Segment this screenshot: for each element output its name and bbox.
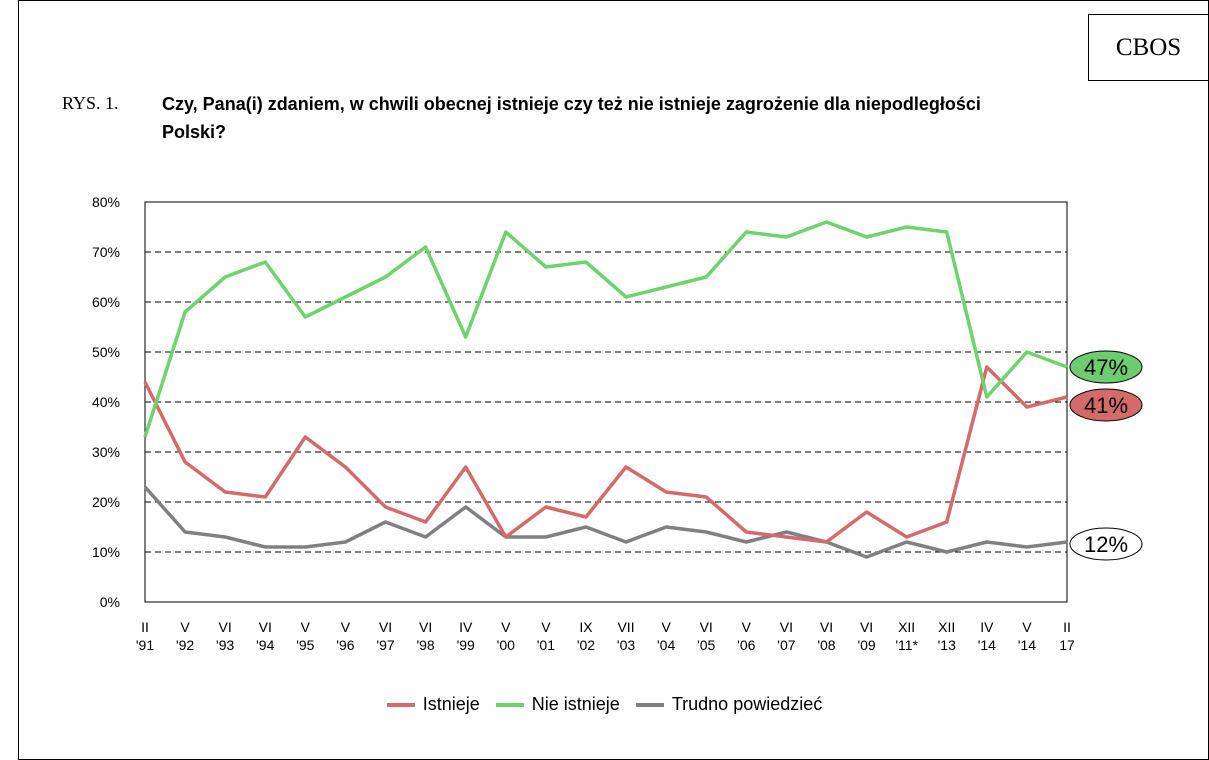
series-line: [143, 220, 1068, 438]
legend-label-trudno-powiedziec: Trudno powiedzieć: [671, 694, 823, 714]
x-tick-label: IV: [459, 619, 473, 635]
end-label-text: 47%: [1084, 355, 1128, 380]
y-tick-label: 60%: [92, 294, 120, 310]
y-tick-label: 30%: [92, 444, 120, 460]
x-tick-label: '13: [938, 637, 956, 653]
x-tick-label: VI: [820, 619, 833, 635]
x-tick-label: IV: [980, 619, 994, 635]
x-tick-label: V: [1022, 619, 1032, 635]
x-tick-label: '07: [777, 637, 795, 653]
x-tick-label: V: [742, 619, 752, 635]
x-tick-label: V: [501, 619, 511, 635]
x-tick-label: '92: [176, 637, 194, 653]
chart-title: Czy, Pana(i) zdaniem, w chwili obecnej i…: [162, 94, 981, 142]
x-tick-label: VI: [259, 619, 272, 635]
x-tick-label: VI: [860, 619, 873, 635]
x-tick-label: VII: [617, 619, 634, 635]
end-label-text: 41%: [1084, 393, 1128, 418]
x-tick-label: VI: [419, 619, 432, 635]
x-axis-ticks: II '91 V '92 VI '93 VI '94 V '95 V '96 VI '97 VI '98 IV '…: [136, 619, 1075, 653]
x-tick-label: '99: [457, 637, 475, 653]
legend-item-istnieje: Istnieje: [386, 694, 480, 715]
x-tick-label: '95: [296, 637, 314, 653]
x-tick-label: V: [661, 619, 671, 635]
x-tick-label: VI: [780, 619, 793, 635]
end-labels: 41% 47% 12%: [1069, 350, 1143, 561]
y-tick-label: 40%: [92, 394, 120, 410]
x-tick-label: '97: [376, 637, 394, 653]
series-lines: [143, 220, 1068, 559]
x-tick-label: '02: [577, 637, 595, 653]
end-label-bubble: [1069, 527, 1143, 561]
x-tick-label: 17: [1059, 637, 1075, 653]
x-tick-label: '14: [978, 637, 996, 653]
x-tick-label: '91: [136, 637, 154, 653]
x-tick-label: '96: [336, 637, 354, 653]
legend-label-istnieje: Istnieje: [422, 694, 480, 714]
x-tick-label: XII: [898, 619, 915, 635]
x-tick-label: XII: [938, 619, 955, 635]
y-tick-label: 80%: [92, 194, 120, 210]
x-tick-label: IX: [579, 619, 593, 635]
y-axis-ticks: 0% 10% 20% 30% 40% 50% 60% 70% 80%: [92, 194, 120, 610]
series-line: [143, 485, 1068, 559]
x-tick-label: V: [180, 619, 190, 635]
x-tick-label: '03: [617, 637, 635, 653]
x-tick-label: '08: [817, 637, 835, 653]
end-label-text: 12%: [1084, 532, 1128, 557]
x-tick-label: '01: [537, 637, 555, 653]
legend-item-nie-istnieje: Nie istnieje: [495, 694, 620, 715]
y-tick-label: 50%: [92, 344, 120, 360]
x-tick-label: '94: [256, 637, 274, 653]
legend-item-trudno-powiedziec: Trudno powiedzieć: [635, 694, 823, 715]
end-label-bubble: [1069, 388, 1143, 422]
legend-swatch-nie-istnieje: [495, 702, 524, 707]
x-tick-label: '98: [416, 637, 434, 653]
legend-label-nie-istnieje: Nie istnieje: [531, 694, 620, 714]
source-badge: CBOS: [1088, 14, 1209, 81]
x-tick-label: '05: [697, 637, 715, 653]
x-tick-label: VI: [700, 619, 713, 635]
legend: Istnieje Nie istnieje Trudno powiedzieć: [0, 694, 1209, 715]
x-tick-label: '04: [657, 637, 675, 653]
x-tick-label: II: [141, 619, 149, 635]
y-tick-label: 0%: [100, 594, 120, 610]
series-line: [143, 365, 1068, 544]
x-tick-label: V: [301, 619, 311, 635]
x-tick-label: '14: [1018, 637, 1036, 653]
end-label-bubble: [1069, 350, 1143, 384]
y-tick-label: 70%: [92, 244, 120, 260]
x-tick-label: '11*: [895, 637, 918, 653]
x-tick-label: VI: [219, 619, 232, 635]
x-tick-label: II: [1063, 619, 1071, 635]
y-tick-label: 10%: [92, 544, 120, 560]
x-tick-label: VI: [379, 619, 392, 635]
x-tick-label: '06: [737, 637, 755, 653]
y-tick-label: 20%: [92, 494, 120, 510]
x-tick-label: '00: [497, 637, 515, 653]
x-tick-label: '09: [857, 637, 875, 653]
x-tick-label: '93: [216, 637, 234, 653]
legend-swatch-istnieje: [386, 702, 415, 707]
legend-swatch-trudno-powiedziec: [635, 702, 664, 707]
grid-lines: [145, 251, 1067, 553]
x-tick-label: V: [341, 619, 351, 635]
figure-label: RYS. 1.: [62, 93, 119, 113]
x-tick-label: V: [541, 619, 551, 635]
